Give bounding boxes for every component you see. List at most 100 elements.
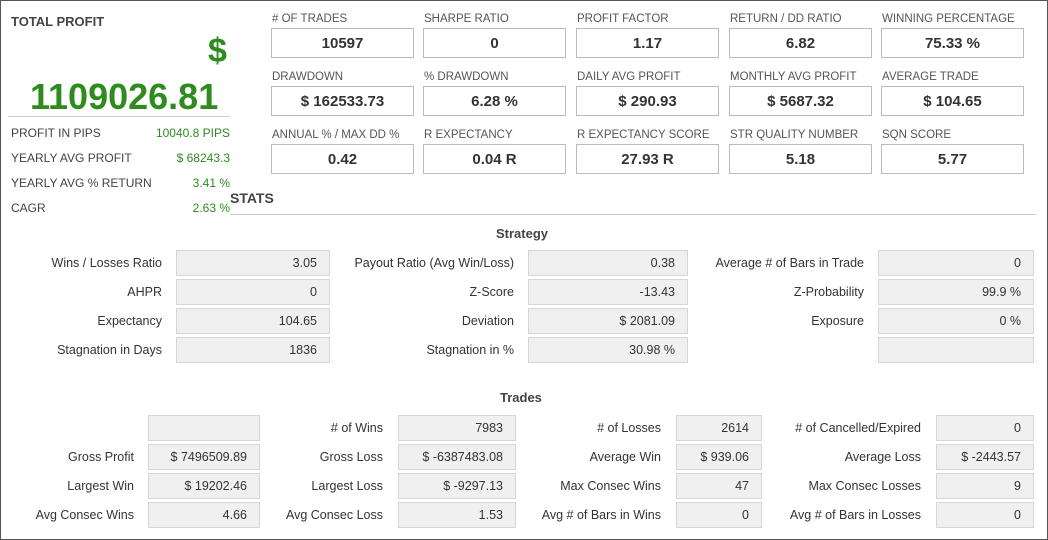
metric-label: PROFIT FACTOR — [577, 13, 669, 25]
metric-label: SQN SCORE — [882, 129, 952, 141]
trade-value: 1.53 — [398, 502, 516, 528]
stat-value: 1836 — [176, 337, 330, 363]
metric-value-box: 75.33 % — [881, 28, 1024, 58]
stat-label: Stagnation in % — [426, 343, 514, 357]
stats-title: STATS — [230, 190, 274, 206]
stat-value: 30.98 % — [528, 337, 688, 363]
side-label: YEARLY AVG PROFIT — [11, 151, 132, 165]
side-label: PROFIT IN PIPS — [11, 126, 101, 140]
trades-section-title: Trades — [500, 390, 542, 405]
trade-value: $ -6387483.08 — [398, 444, 516, 470]
metric-value-box: 6.28 % — [423, 86, 566, 116]
stat-value: 99.9 % — [878, 279, 1034, 305]
profit-in-pips-row: PROFIT IN PIPS 10040.8 PIPS — [11, 126, 230, 144]
trade-label: Avg # of Bars in Wins — [541, 508, 661, 522]
stat-value: 3.05 — [176, 250, 330, 276]
total-profit-value: 1109026.81 — [30, 76, 219, 117]
stat-label: Average # of Bars in Trade — [715, 256, 864, 270]
trade-label: Largest Win — [67, 479, 134, 493]
trade-value: 4.66 — [148, 502, 260, 528]
stats-divider — [230, 214, 1036, 215]
metric-value-box: 27.93 R — [576, 144, 719, 174]
metric-value-box: $ 162533.73 — [271, 86, 414, 116]
trade-label: Gross Profit — [68, 450, 134, 464]
metric-value-box: 0.42 — [271, 144, 414, 174]
trade-value: 0 — [936, 502, 1034, 528]
total-profit-divider — [8, 116, 230, 117]
metric-label: WINNING PERCENTAGE — [882, 13, 1015, 25]
trade-value: 0 — [936, 415, 1034, 441]
metric-value-box: 5.77 — [881, 144, 1024, 174]
trade-value: 2614 — [676, 415, 762, 441]
cagr-row: CAGR 2.63 % — [11, 201, 230, 219]
side-value: 10040.8 PIPS — [155, 126, 230, 140]
metric-label: R EXPECTANCY SCORE — [577, 129, 710, 141]
stat-value: 104.65 — [176, 308, 330, 334]
trade-label: Average Loss — [844, 450, 921, 464]
stat-value: 0.38 — [528, 250, 688, 276]
trade-value — [148, 415, 260, 441]
trade-value: $ 7496509.89 — [148, 444, 260, 470]
metric-label: RETURN / DD RATIO — [730, 13, 842, 25]
side-label: CAGR — [11, 201, 46, 215]
stat-label: AHPR — [127, 285, 162, 299]
trade-label: Max Consec Losses — [808, 479, 921, 493]
trade-value: $ -9297.13 — [398, 473, 516, 499]
metric-label: AVERAGE TRADE — [882, 71, 979, 83]
trade-value: $ -2443.57 — [936, 444, 1034, 470]
trade-label: Average Win — [589, 450, 661, 464]
stat-label: Exposure — [811, 314, 864, 328]
stat-value: 0 % — [878, 308, 1034, 334]
stat-label — [690, 337, 864, 363]
trade-label: # of Cancelled/Expired — [795, 421, 921, 435]
trade-value: $ 19202.46 — [148, 473, 260, 499]
stat-value: -13.43 — [528, 279, 688, 305]
trade-label — [6, 415, 134, 441]
trade-label: Gross Loss — [319, 450, 383, 464]
dollar-icon: $ — [208, 32, 227, 70]
stat-label: Z-Probability — [793, 285, 864, 299]
stat-value: $ 2081.09 — [528, 308, 688, 334]
metric-label: STR QUALITY NUMBER — [730, 129, 859, 141]
trade-label: # of Losses — [597, 421, 661, 435]
trade-label: Avg Consec Loss — [285, 508, 383, 522]
yearly-avg-return-row: YEARLY AVG % RETURN 3.41 % — [11, 176, 230, 194]
metric-label: # OF TRADES — [272, 13, 348, 25]
trade-value: 9 — [936, 473, 1034, 499]
trade-label: Avg # of Bars in Losses — [789, 508, 921, 522]
side-label: YEARLY AVG % RETURN — [11, 176, 152, 190]
strategy-section-title: Strategy — [496, 226, 549, 241]
metric-label: ANNUAL % / MAX DD % — [272, 129, 400, 141]
metric-label: SHARPE RATIO — [424, 13, 509, 25]
metric-value-box: $ 290.93 — [576, 86, 719, 116]
metric-label: % DRAWDOWN — [424, 71, 509, 83]
stat-label: Payout Ratio (Avg Win/Loss) — [354, 256, 514, 270]
trade-label: Max Consec Wins — [560, 479, 661, 493]
side-value: 2.63 % — [192, 201, 230, 215]
trade-label: Largest Loss — [311, 479, 383, 493]
trade-value: $ 939.06 — [676, 444, 762, 470]
side-value: $ 68243.3 — [176, 151, 230, 165]
metric-label: DAILY AVG PROFIT — [577, 71, 681, 83]
side-value: 3.41 % — [192, 176, 230, 190]
trade-label: Avg Consec Wins — [35, 508, 134, 522]
metric-value-box: 0 — [423, 28, 566, 58]
metric-label: R EXPECTANCY — [424, 129, 513, 141]
metric-label: MONTHLY AVG PROFIT — [730, 71, 857, 83]
yearly-avg-profit-row: YEARLY AVG PROFIT $ 68243.3 — [11, 151, 230, 169]
trade-value: 7983 — [398, 415, 516, 441]
metric-value-box: 1.17 — [576, 28, 719, 58]
stat-label: Z-Score — [469, 285, 514, 299]
stat-label: Expectancy — [97, 314, 162, 328]
trade-label: # of Wins — [330, 421, 383, 435]
stat-value: 0 — [176, 279, 330, 305]
trade-value: 47 — [676, 473, 762, 499]
metric-label: DRAWDOWN — [272, 71, 344, 83]
stat-value: 0 — [878, 250, 1034, 276]
metric-value-box: 6.82 — [729, 28, 872, 58]
metric-value-box: 0.04 R — [423, 144, 566, 174]
stat-value — [878, 337, 1034, 363]
metric-value-box: 10597 — [271, 28, 414, 58]
stat-label: Deviation — [461, 314, 514, 328]
metric-value-box: 5.18 — [729, 144, 872, 174]
